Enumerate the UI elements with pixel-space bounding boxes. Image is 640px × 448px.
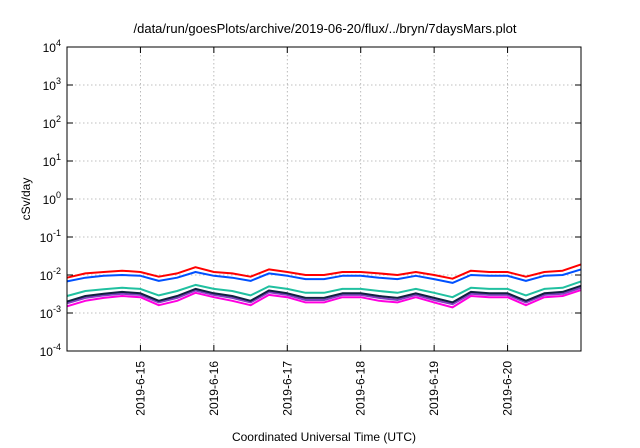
series-line-1 [66, 263, 582, 280]
x-tick-label: 2019-6-20 [501, 361, 515, 416]
x-axis: 2019-6-15 2019-6-16 2019-6-17 2019-6-18 2019… [133, 47, 515, 416]
series-line-5 [66, 286, 582, 306]
x-tick-label: 2019-6-17 [280, 361, 294, 416]
y-tick-label: 104 [43, 38, 61, 55]
y-axis: 10-4 10-3 10-2 10-1 100 101 102 103 104 [40, 38, 581, 359]
series-line-4 [66, 284, 582, 304]
x-tick-label: 2019-6-15 [133, 361, 147, 416]
y-tick-label: 102 [43, 114, 61, 131]
plot-series [66, 263, 582, 309]
y-axis-label: cSv/day [19, 178, 33, 221]
series-line-3 [66, 280, 582, 299]
y-tick-label: 10-2 [40, 266, 61, 283]
series-line-6 [66, 289, 582, 309]
y-tick-label: 101 [43, 152, 61, 169]
x-tick-label: 2019-6-18 [354, 361, 368, 416]
x-tick-label: 2019-6-19 [427, 361, 441, 416]
grid [67, 47, 581, 351]
chart-title: /data/run/goesPlots/archive/2019-06-20/f… [134, 21, 517, 36]
y-tick-label: 100 [43, 190, 61, 207]
y-tick-label: 10-4 [40, 342, 61, 359]
y-tick-label: 10-1 [40, 228, 61, 245]
x-axis-label: Coordinated Universal Time (UTC) [232, 430, 416, 444]
y-tick-label: 103 [43, 76, 61, 93]
y-tick-label: 10-3 [40, 304, 61, 321]
x-tick-label: 2019-6-16 [207, 361, 221, 416]
series-line-2 [66, 268, 582, 284]
